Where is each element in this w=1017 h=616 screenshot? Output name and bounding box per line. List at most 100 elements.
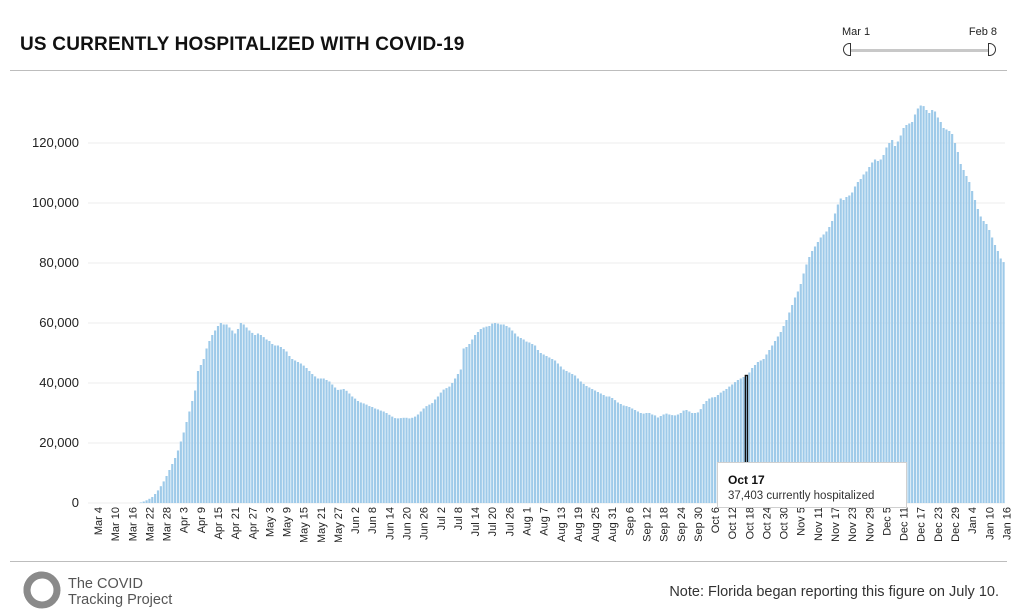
bar[interactable] — [588, 387, 591, 504]
bar[interactable] — [419, 411, 422, 504]
bar[interactable] — [702, 404, 705, 503]
bar[interactable] — [928, 113, 931, 503]
bar[interactable] — [699, 409, 702, 503]
bar[interactable] — [728, 386, 731, 503]
bar[interactable] — [148, 498, 151, 503]
bar[interactable] — [725, 389, 728, 503]
bar[interactable] — [339, 389, 342, 503]
bar[interactable] — [502, 324, 505, 504]
bar[interactable] — [379, 410, 382, 503]
bar[interactable] — [525, 341, 528, 503]
bar[interactable] — [542, 354, 545, 504]
bar[interactable] — [474, 335, 477, 503]
bar[interactable] — [916, 108, 919, 504]
bar[interactable] — [176, 450, 180, 504]
bar[interactable] — [771, 345, 774, 504]
bar[interactable] — [496, 323, 500, 503]
bar[interactable] — [836, 204, 839, 504]
bar[interactable] — [539, 353, 542, 503]
bar[interactable] — [291, 359, 294, 503]
bar[interactable] — [833, 213, 837, 504]
bar[interactable] — [628, 407, 631, 503]
bar[interactable] — [619, 404, 622, 503]
bar[interactable] — [294, 360, 297, 504]
bar[interactable] — [748, 372, 751, 504]
bar[interactable] — [779, 332, 782, 503]
bar[interactable] — [402, 417, 405, 503]
bar[interactable] — [722, 390, 725, 503]
bar[interactable] — [188, 411, 191, 504]
bar[interactable] — [759, 360, 762, 504]
covid-tracking-project-logo[interactable]: The COVID Tracking Project — [22, 570, 192, 614]
range-end-handle[interactable] — [988, 43, 996, 56]
bar[interactable] — [931, 110, 934, 503]
bar[interactable] — [825, 231, 828, 504]
bar[interactable] — [822, 234, 825, 504]
bar[interactable] — [476, 332, 480, 503]
bar[interactable] — [219, 323, 222, 503]
bar[interactable] — [431, 403, 434, 503]
bar[interactable] — [862, 174, 865, 504]
bar[interactable] — [671, 415, 674, 503]
bar[interactable] — [888, 143, 891, 503]
bar[interactable] — [885, 147, 888, 504]
bar[interactable] — [585, 386, 588, 503]
bar[interactable] — [791, 305, 794, 503]
bar[interactable] — [705, 401, 708, 503]
bar[interactable] — [282, 349, 285, 503]
bar[interactable] — [239, 323, 242, 503]
bar[interactable] — [773, 341, 777, 503]
bar[interactable] — [405, 417, 408, 503]
bar[interactable] — [945, 129, 948, 504]
bar[interactable] — [491, 323, 494, 503]
bar[interactable] — [256, 333, 260, 504]
bar[interactable] — [454, 378, 457, 504]
bar[interactable] — [819, 237, 822, 504]
bar[interactable] — [296, 362, 300, 503]
bar[interactable] — [245, 327, 248, 504]
bar[interactable] — [142, 501, 145, 504]
bar[interactable] — [693, 413, 697, 503]
bar[interactable] — [456, 374, 460, 503]
bar[interactable] — [582, 383, 585, 503]
bar[interactable] — [848, 195, 851, 504]
bar[interactable] — [682, 410, 685, 503]
bar[interactable] — [633, 410, 637, 503]
bar[interactable] — [336, 389, 340, 503]
bar[interactable] — [662, 414, 665, 504]
bar[interactable] — [811, 251, 814, 503]
range-track[interactable] — [848, 49, 991, 52]
bar[interactable] — [911, 122, 914, 503]
bar[interactable] — [342, 389, 345, 503]
bar[interactable] — [642, 413, 645, 503]
bar[interactable] — [919, 105, 922, 504]
bar[interactable] — [259, 335, 262, 503]
bar[interactable] — [548, 357, 551, 504]
bar[interactable] — [719, 392, 722, 503]
bar[interactable] — [448, 386, 451, 503]
bar[interactable] — [956, 152, 959, 503]
bar[interactable] — [182, 432, 185, 504]
bar[interactable] — [608, 396, 611, 504]
bar[interactable] — [356, 401, 360, 503]
bar[interactable] — [965, 176, 968, 503]
bar[interactable] — [285, 351, 288, 504]
bar[interactable] — [345, 390, 348, 503]
bar[interactable] — [613, 400, 617, 503]
bar[interactable] — [174, 458, 177, 503]
bar[interactable] — [522, 339, 525, 504]
bar[interactable] — [942, 128, 945, 503]
bar[interactable] — [439, 392, 442, 503]
bar[interactable] — [625, 406, 628, 503]
bar[interactable] — [154, 494, 157, 503]
bar[interactable] — [171, 464, 174, 503]
bar[interactable] — [622, 405, 625, 504]
bar[interactable] — [871, 162, 874, 504]
bar[interactable] — [465, 347, 468, 503]
bar[interactable] — [611, 398, 614, 503]
bar[interactable] — [876, 161, 879, 503]
bar[interactable] — [185, 422, 188, 503]
bar[interactable] — [711, 397, 714, 503]
bar[interactable] — [516, 336, 520, 504]
bar[interactable] — [162, 481, 165, 503]
